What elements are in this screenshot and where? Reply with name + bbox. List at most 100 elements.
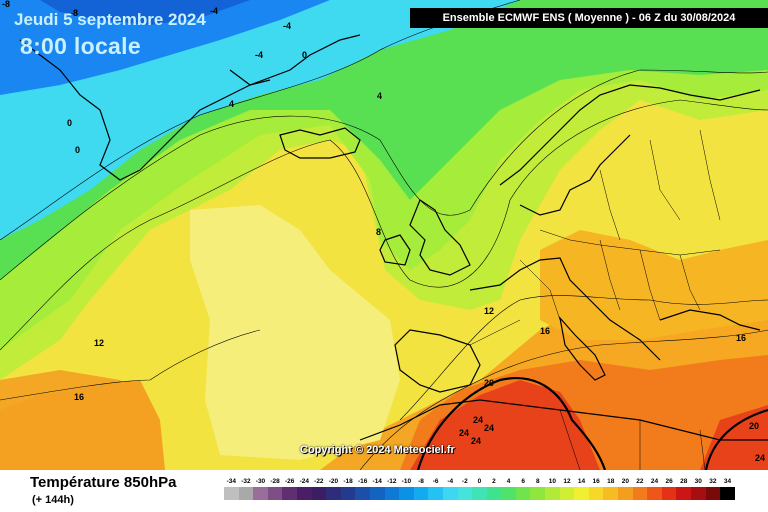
contour-label: 12 [94, 338, 104, 348]
legend-swatch [691, 487, 706, 500]
field-red-right [700, 405, 768, 470]
legend-value: -18 [343, 478, 353, 485]
legend-value: 22 [636, 478, 644, 485]
contour-label: 12 [484, 306, 494, 316]
legend-swatch [545, 487, 560, 500]
legend-swatch [253, 487, 268, 500]
contour-label: 24 [484, 423, 494, 433]
legend-labels: -34 -32 -30 -28 -26 -24 -22 -20 -18 -16 -14 -12 -10-… [224, 478, 735, 485]
contour-label: 16 [74, 392, 84, 402]
legend-swatch [442, 487, 458, 500]
legend-value: -6 [432, 478, 439, 485]
isotherm-24-right [704, 408, 768, 470]
borders [469, 129, 721, 470]
legend-swatch [632, 487, 648, 500]
contour-label: 24 [473, 415, 483, 425]
legend-value: 20 [621, 478, 629, 485]
legend-swatch [618, 487, 633, 500]
legend-value: 34 [723, 478, 732, 485]
contour-label: -8 [2, 0, 10, 9]
contour-label: -4 [210, 6, 218, 16]
legend-swatch [428, 487, 443, 500]
parameter-title: Température 850hPa [30, 474, 177, 491]
legend-value: -2 [461, 478, 468, 485]
model-header: Ensemble ECMWF ENS ( Moyenne ) - 06 Z du… [410, 8, 768, 28]
field-blue [0, 0, 330, 95]
legend-swatch [457, 487, 473, 500]
contour-label: 8 [376, 227, 381, 237]
contour-label: 0 [75, 145, 80, 155]
field-pale-yellow [190, 205, 400, 460]
contour-label: 24 [755, 453, 765, 463]
color-scale-legend: -34 -32 -30 -28 -26 -24 -22 -20 -18 -16 -14 -12 -10-… [224, 478, 735, 500]
legend-swatch [530, 487, 546, 500]
isotherm-24 [416, 377, 607, 470]
legend-swatch [501, 487, 516, 500]
contour-label: -4 [255, 50, 263, 60]
contour-label: 20 [484, 378, 494, 388]
contour-label: 0 [302, 50, 307, 60]
legend-swatch [676, 487, 691, 500]
field-red [410, 380, 600, 470]
legend-swatch [705, 487, 721, 500]
legend-swatch [311, 487, 327, 500]
legend-swatch [282, 487, 297, 500]
legend-swatch [326, 487, 341, 500]
legend-value: -34 [226, 478, 236, 485]
lead-time: (+ 144h) [32, 494, 74, 506]
legend-value: -14 [372, 478, 382, 485]
legend-swatch [515, 487, 531, 500]
legend-value: -12 [387, 478, 397, 485]
contour-label: 16 [540, 326, 550, 336]
legend-swatch [647, 487, 662, 500]
field-europe-orange [540, 230, 768, 340]
legend-swatch [355, 487, 370, 500]
legend-value: 24 [650, 478, 659, 485]
legend-value: -28 [270, 478, 280, 485]
contour-label: 4 [229, 99, 234, 109]
legend-value: 8 [535, 478, 540, 485]
legend-value: 32 [709, 478, 717, 485]
legend-value: -24 [299, 478, 309, 485]
legend-value: 30 [694, 478, 702, 485]
legend-swatch [384, 487, 400, 500]
field-atlantic-orange [0, 380, 165, 470]
legend-value: -22 [314, 478, 324, 485]
field-deep-blue [40, 0, 250, 25]
forecast-time: 8:00 locale [20, 33, 141, 59]
legend-swatch [472, 487, 487, 500]
legend-swatch [224, 487, 239, 500]
legend-swatch [603, 487, 619, 500]
legend-value: 0 [477, 478, 482, 485]
temperature-map: -8 -8 -4 -4 -4 0 4 4 0 0 8 12 12 16 16 1… [0, 0, 768, 470]
legend-swatch [340, 487, 356, 500]
legend-value: 28 [680, 478, 688, 485]
legend-value: -30 [255, 478, 266, 485]
contour-label: -8 [70, 8, 78, 18]
legend-value: 18 [607, 478, 615, 485]
legend-value: 6 [521, 478, 525, 485]
contour-label: 0 [67, 118, 72, 128]
legend-value: 10 [548, 478, 556, 485]
legend-value: -16 [357, 478, 368, 485]
contour-labels: -8 -8 -4 -4 -4 0 4 4 0 0 8 12 12 16 16 1… [2, 0, 765, 463]
contour-label: 24 [459, 428, 469, 438]
legend-value: -10 [401, 478, 412, 485]
legend-swatches [224, 487, 735, 500]
contour-label: 24 [471, 436, 481, 446]
legend-value: 4 [506, 478, 511, 485]
legend-value: 16 [592, 478, 600, 485]
legend-swatch [238, 487, 254, 500]
legend-value: 14 [577, 478, 586, 485]
legend-swatch [369, 487, 385, 500]
contour-label: 20 [749, 421, 759, 431]
legend-swatch [399, 487, 414, 500]
legend-swatch [661, 487, 677, 500]
copyright-notice: Copyright © 2024 Meteociel.fr [300, 444, 455, 456]
legend-swatch [574, 487, 589, 500]
contour-label: 16 [736, 333, 746, 343]
legend-swatch [559, 487, 575, 500]
legend-value: -20 [328, 478, 339, 485]
legend-value: -26 [284, 478, 295, 485]
legend-swatch [486, 487, 502, 500]
